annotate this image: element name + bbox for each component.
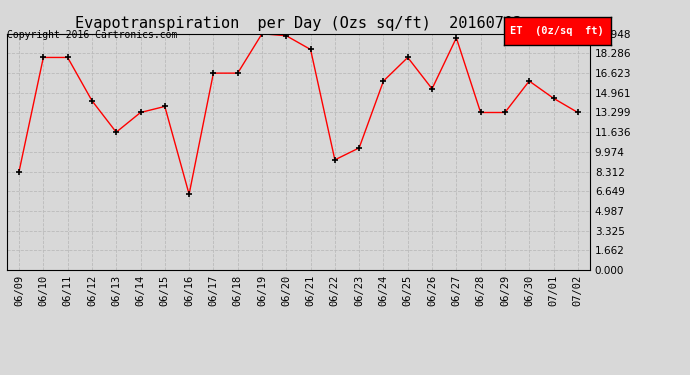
Text: Copyright 2016 Cartronics.com: Copyright 2016 Cartronics.com (7, 30, 177, 40)
Text: ET  (0z/sq  ft): ET (0z/sq ft) (511, 26, 604, 36)
Title: Evapotranspiration  per Day (Ozs sq/ft)  20160703: Evapotranspiration per Day (Ozs sq/ft) 2… (75, 16, 522, 31)
